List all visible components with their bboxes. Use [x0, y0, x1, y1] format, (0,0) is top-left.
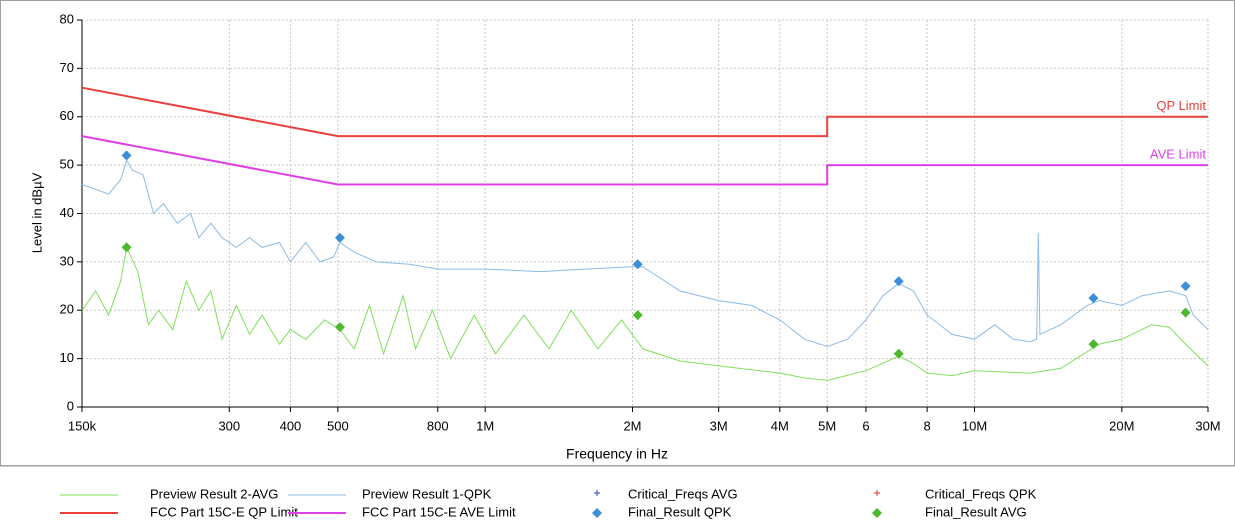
series-line [81, 159, 1209, 348]
data-point [632, 310, 643, 321]
legend-label: FCC Part 15C-E AVE Limit [362, 504, 516, 519]
data-point [1180, 281, 1191, 292]
x-axis-label: Frequency in Hz [566, 446, 668, 462]
data-point [893, 348, 904, 359]
x-tick-label: 3M [710, 418, 728, 433]
limit-label: QP Limit [1156, 98, 1206, 113]
x-tick-label: 4M [771, 418, 789, 433]
y-tick-label: 50 [60, 157, 74, 172]
legend-label: Preview Result 2-AVG [150, 486, 278, 501]
legend-label: Critical_Freqs AVG [628, 486, 738, 501]
y-tick-label: 80 [60, 11, 74, 26]
y-tick-label: 30 [60, 253, 74, 268]
x-tick-label: 500 [327, 418, 349, 433]
legend-symbol [592, 508, 602, 518]
x-tick-label: 300 [218, 418, 240, 433]
x-tick-label: 10M [962, 418, 987, 433]
chart-frame [0, 0, 1235, 466]
legend-label: Preview Result 1-QPK [362, 486, 492, 501]
data-point [1088, 339, 1099, 350]
data-point [632, 259, 643, 270]
data-point [1180, 307, 1191, 318]
data-point [1088, 293, 1099, 304]
y-tick-label: 70 [60, 60, 74, 75]
series-line [81, 245, 1209, 381]
y-tick-label: 40 [60, 205, 74, 220]
x-tick-label: 30M [1195, 418, 1220, 433]
x-tick-label: 800 [427, 418, 449, 433]
x-tick-label: 1M [476, 418, 494, 433]
x-tick-label: 20M [1109, 418, 1134, 433]
legend-label: Final_Result AVG [925, 504, 1027, 519]
x-tick-label: 400 [280, 418, 302, 433]
y-tick-label: 60 [60, 108, 74, 123]
data-point [893, 276, 904, 287]
legend-label: Final_Result QPK [628, 504, 732, 519]
legend-label: FCC Part 15C-E QP Limit [150, 504, 298, 519]
legend-symbol [874, 490, 880, 496]
y-tick-label: 10 [60, 350, 74, 365]
limit-label: AVE Limit [1150, 147, 1206, 162]
y-tick-label: 20 [60, 302, 74, 317]
data-point [121, 150, 132, 161]
legend-symbol [872, 508, 882, 518]
data-point [121, 242, 132, 253]
x-tick-label: 2M [623, 418, 641, 433]
data-point [334, 322, 345, 333]
data-point [334, 232, 345, 243]
x-tick-label: 150k [68, 418, 97, 433]
y-axis-label: Level in dBµV [29, 172, 44, 253]
series-line [81, 86, 1208, 138]
x-tick-label: 8 [923, 418, 930, 433]
x-tick-label: 5M [818, 418, 836, 433]
y-tick-label: 0 [67, 398, 74, 413]
legend-symbol [594, 490, 600, 496]
legend-label: Critical_Freqs QPK [925, 486, 1037, 501]
x-tick-label: 6 [862, 418, 869, 433]
series-line [81, 135, 1208, 186]
